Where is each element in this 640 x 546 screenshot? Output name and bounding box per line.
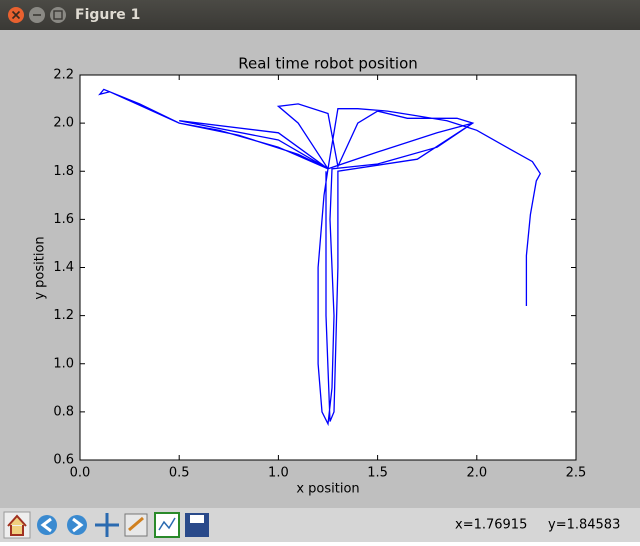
toolbar-buttons [3,511,209,539]
home-icon [7,514,27,536]
y-tick-label: 1.6 [53,212,74,227]
window-title: Figure 1 [75,7,140,23]
y-tick-label: 1.8 [53,164,74,179]
x-tick-label: 0.0 [70,466,91,481]
zoom-icon [128,516,144,532]
x-tick-label: 1.5 [367,466,388,481]
x-tick-label: 1.0 [268,466,289,481]
y-tick-label: 2.0 [53,116,74,131]
plot-area [80,75,576,460]
maximize-button[interactable] [50,7,66,23]
close-icon [11,10,21,20]
y-tick-label: 1.0 [53,356,74,371]
chart-title: Real time robot position [238,55,418,73]
x-axis-label: x position [296,482,359,497]
x-tick-label: 2.0 [466,466,487,481]
forward-icon [72,517,84,533]
back-icon [40,517,52,533]
plot-frame [79,74,577,461]
back-button[interactable] [37,515,57,535]
y-tick-label: 1.2 [53,308,74,323]
trajectory-line [98,88,542,427]
y-axis-label: y position [33,236,48,299]
maximize-icon [53,10,63,20]
pan-button[interactable] [95,513,119,537]
status-y: y=1.84583 [548,518,620,533]
save-icon [190,515,204,523]
subplots-icon [158,517,176,531]
title-bar [0,0,640,30]
y-tick-label: 1.4 [53,260,74,275]
x-tick-label: 0.5 [169,466,190,481]
y-tick-label: 0.8 [53,404,74,419]
y-tick-label: 2.2 [53,68,74,83]
y-tick-label: 0.6 [53,453,74,468]
forward-button[interactable] [67,515,87,535]
status-x: x=1.76915 [455,518,527,533]
x-tick-label: 2.5 [566,466,587,481]
